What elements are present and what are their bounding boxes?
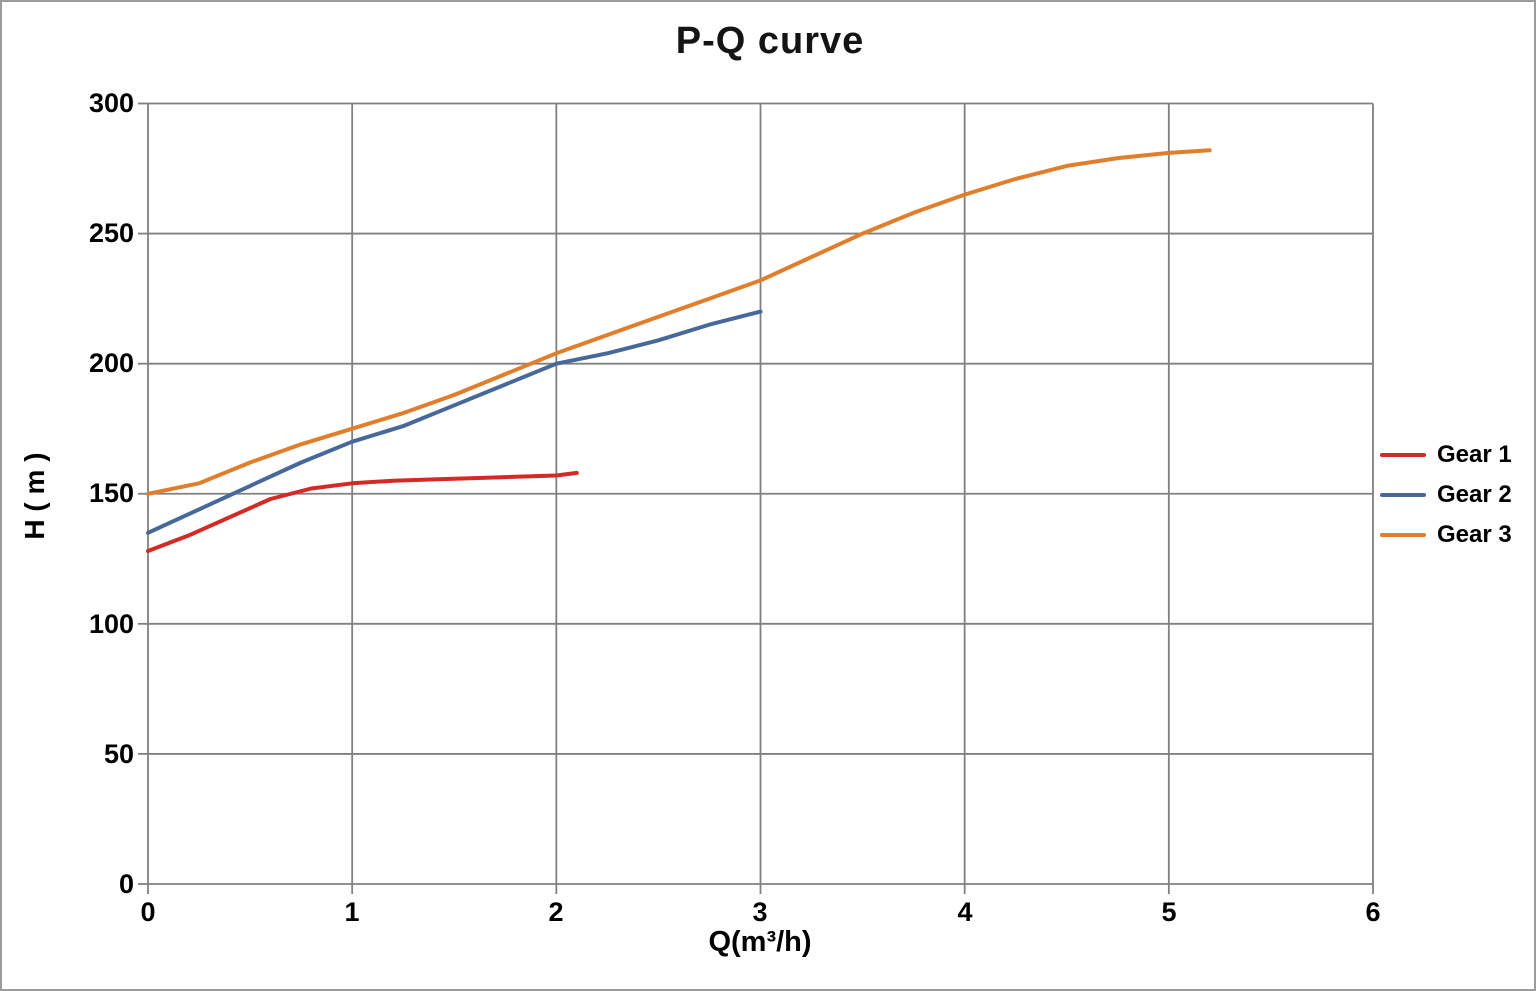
legend-item-gear-2: Gear 2 <box>1380 475 1534 515</box>
chart-title: P-Q curve <box>675 20 865 62</box>
y-tick-0: 0 <box>118 869 134 899</box>
legend-item-gear-1: Gear 1 <box>1380 435 1534 475</box>
x-tick-1: 1 <box>344 897 360 927</box>
x-tick-6: 6 <box>1365 897 1381 927</box>
y-tick-300: 300 <box>88 88 134 118</box>
x-tick-5: 5 <box>1161 897 1177 927</box>
x-tick-4: 4 <box>957 897 973 927</box>
x-tick-3: 3 <box>752 897 768 927</box>
y-tick-50: 50 <box>103 739 134 769</box>
legend-line-gear-2 <box>1380 493 1426 497</box>
legend-item-gear-3: Gear 3 <box>1380 515 1534 555</box>
y-tick-100: 100 <box>88 609 134 639</box>
legend-line-gear-3 <box>1380 533 1426 537</box>
x-tick-2: 2 <box>548 897 564 927</box>
legend: Gear 1 Gear 2 Gear 3 <box>1380 435 1534 555</box>
legend-label-gear-2: Gear 2 <box>1437 481 1512 508</box>
x-axis-label: Q(m³/h) <box>708 926 812 958</box>
x-tick-0: 0 <box>140 897 156 927</box>
y-axis-label: H ( m ) <box>19 452 50 540</box>
legend-line-gear-1 <box>1380 453 1426 457</box>
legend-label-gear-1: Gear 1 <box>1437 441 1512 468</box>
y-tick-200: 200 <box>88 348 134 378</box>
y-tick-250: 250 <box>88 218 134 248</box>
legend-label-gear-3: Gear 3 <box>1437 521 1512 548</box>
y-tick-150: 150 <box>88 478 134 508</box>
